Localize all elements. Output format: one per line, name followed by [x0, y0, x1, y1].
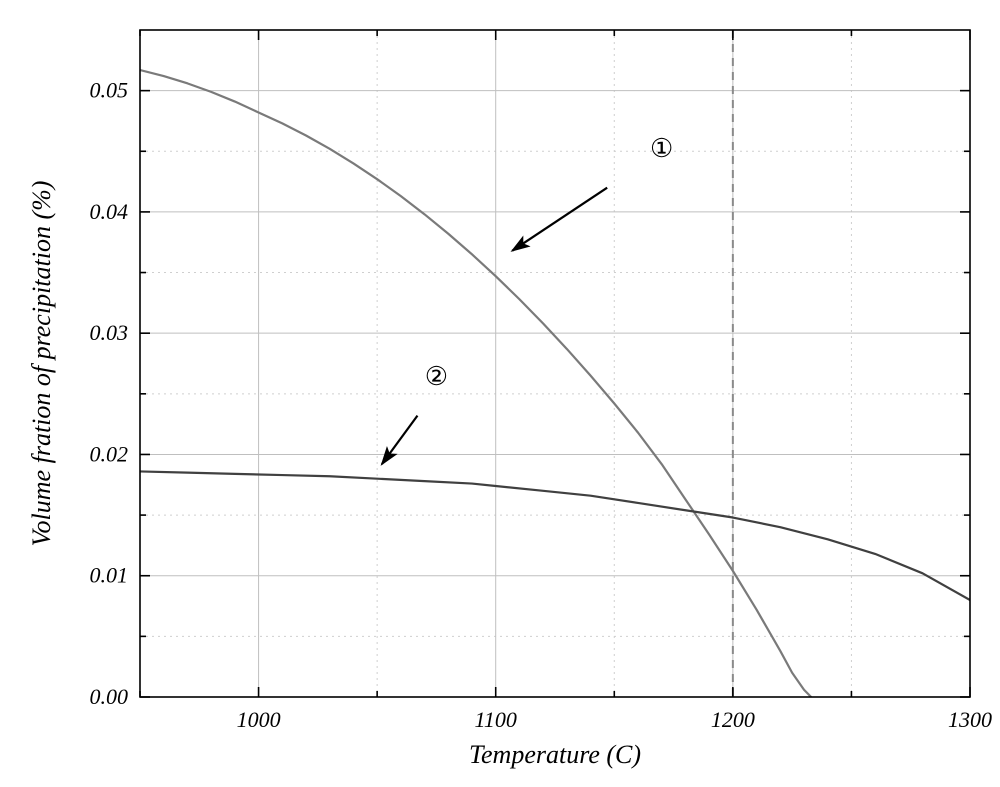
svg-text:1200: 1200 — [711, 707, 755, 732]
svg-text:Volume fration of precipitatio: Volume fration of precipitation (%) — [27, 181, 56, 547]
svg-text:0.02: 0.02 — [90, 441, 129, 466]
svg-text:②: ② — [425, 362, 448, 391]
svg-text:0.03: 0.03 — [90, 320, 129, 345]
svg-text:0.01: 0.01 — [90, 563, 129, 588]
svg-text:1000: 1000 — [237, 707, 281, 732]
svg-text:1100: 1100 — [475, 707, 517, 732]
svg-text:0.04: 0.04 — [90, 199, 129, 224]
chart-container: 1000 1100 1200 1300 0.00 0.01 0.02 0.03 0.04 0.05… — [0, 0, 1000, 787]
svg-text:0.05: 0.05 — [90, 78, 129, 103]
svg-text:1300: 1300 — [948, 707, 992, 732]
svg-text:0.00: 0.00 — [90, 684, 129, 709]
svg-text:①: ① — [650, 134, 673, 163]
svg-text:Temperature (C): Temperature (C) — [469, 740, 641, 769]
line-chart: 1000 1100 1200 1300 0.00 0.01 0.02 0.03 0.04 0.05… — [0, 0, 1000, 787]
